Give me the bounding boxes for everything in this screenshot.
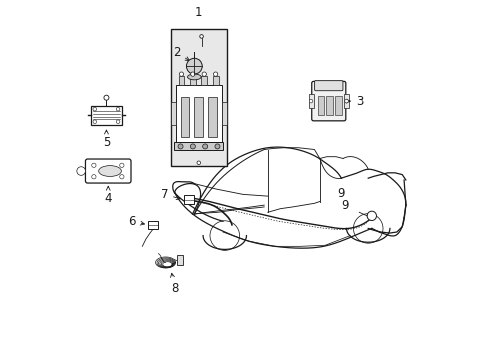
Circle shape — [197, 161, 200, 165]
Text: 1: 1 — [195, 6, 202, 19]
Circle shape — [202, 144, 207, 149]
Circle shape — [120, 175, 124, 179]
Bar — [334, 96, 341, 116]
Circle shape — [213, 72, 217, 76]
Text: 7: 7 — [160, 188, 180, 201]
Circle shape — [190, 144, 195, 149]
Bar — [171, 30, 226, 166]
Text: 6: 6 — [128, 215, 144, 228]
Bar — [177, 255, 183, 265]
Circle shape — [116, 120, 120, 123]
Circle shape — [92, 175, 96, 179]
Circle shape — [120, 163, 124, 167]
Bar — [171, 103, 176, 125]
Bar — [221, 103, 226, 125]
Ellipse shape — [99, 166, 121, 176]
Circle shape — [190, 72, 195, 76]
Circle shape — [308, 99, 312, 103]
Ellipse shape — [187, 74, 201, 80]
Circle shape — [92, 163, 96, 167]
Circle shape — [179, 72, 183, 76]
FancyBboxPatch shape — [314, 81, 342, 91]
Bar — [326, 96, 332, 116]
Bar — [174, 143, 223, 150]
Text: 8: 8 — [170, 282, 178, 295]
Circle shape — [366, 211, 376, 221]
Bar — [201, 76, 207, 85]
Circle shape — [186, 58, 202, 74]
Bar — [91, 105, 122, 125]
Bar — [212, 76, 218, 85]
Bar — [178, 76, 184, 85]
Circle shape — [116, 107, 120, 111]
Text: 9: 9 — [337, 188, 345, 201]
Bar — [181, 97, 189, 137]
Bar — [208, 97, 216, 137]
Circle shape — [215, 144, 220, 149]
Circle shape — [178, 144, 183, 149]
Bar — [183, 195, 193, 204]
Bar — [308, 94, 313, 108]
Text: 4: 4 — [104, 192, 112, 204]
Text: 5: 5 — [102, 136, 110, 149]
FancyBboxPatch shape — [311, 81, 345, 121]
Circle shape — [93, 107, 96, 111]
Bar — [190, 76, 195, 85]
Text: 2: 2 — [172, 46, 189, 60]
FancyBboxPatch shape — [85, 159, 131, 183]
Bar — [194, 97, 203, 137]
Text: 3: 3 — [346, 95, 363, 108]
Text: 9: 9 — [341, 199, 361, 212]
Bar — [344, 94, 348, 108]
Circle shape — [104, 95, 109, 100]
Circle shape — [77, 167, 85, 175]
Circle shape — [344, 99, 347, 103]
Bar — [148, 221, 158, 229]
Circle shape — [200, 35, 203, 38]
Circle shape — [93, 120, 96, 123]
Bar — [317, 96, 324, 116]
Bar — [176, 85, 221, 143]
Circle shape — [202, 72, 206, 76]
